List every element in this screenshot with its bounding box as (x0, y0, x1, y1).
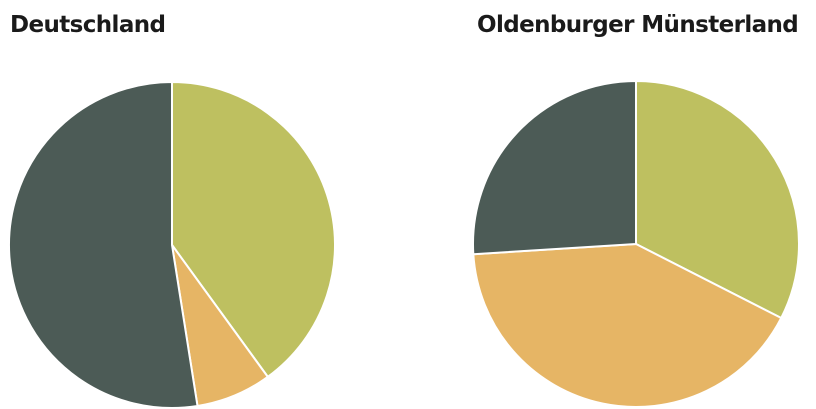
pie-chart-deutschland (8, 81, 336, 409)
pie-slice-deutschland-1 (171, 81, 336, 378)
pie-slice-oldenburger-muensterland-3 (471, 80, 637, 256)
chart-title-oldenburger-muensterland: Oldenburger Münsterland (477, 12, 799, 38)
pie-slice-oldenburger-muensterland-2 (472, 243, 783, 408)
chart-title-deutschland: Deutschland (10, 12, 166, 38)
pie-slice-oldenburger-muensterland-1 (635, 80, 800, 319)
pie-chart-oldenburger-muensterland (471, 80, 800, 408)
pie-slice-deutschland-3 (8, 81, 199, 409)
